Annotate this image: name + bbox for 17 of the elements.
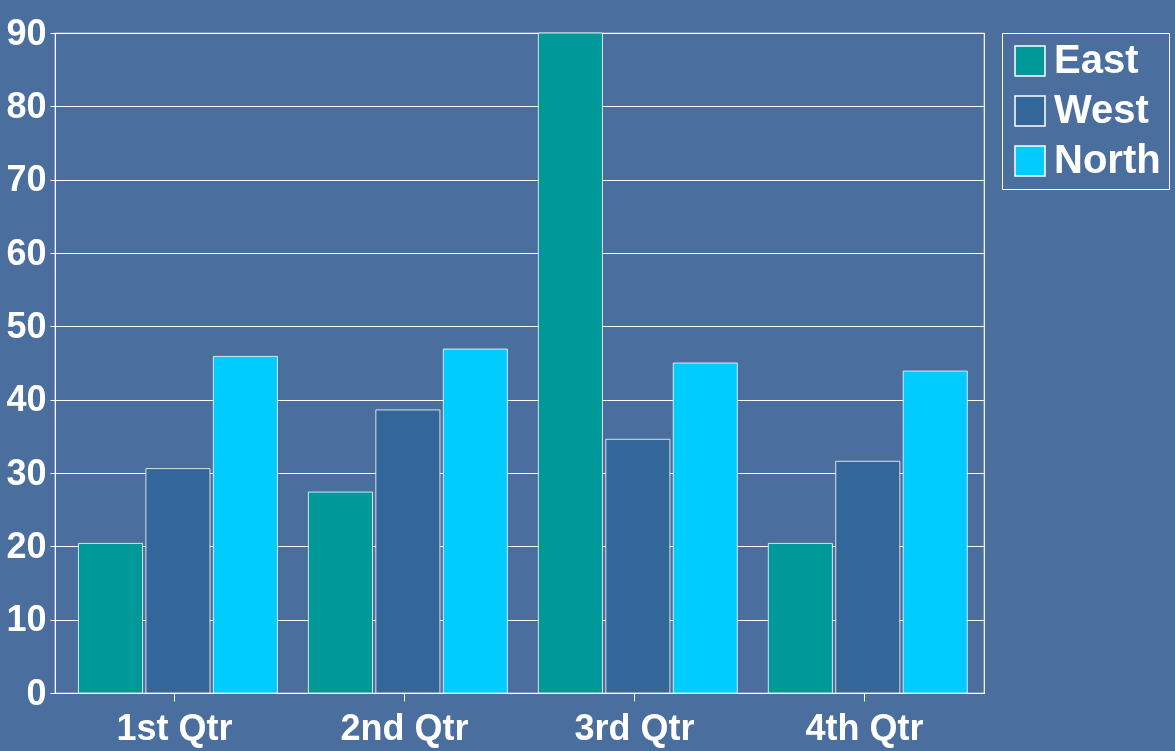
x-tick-label: 3rd Qtr bbox=[574, 706, 695, 748]
legend-label: West bbox=[1054, 87, 1149, 131]
y-tick-label: 40 bbox=[6, 378, 47, 420]
y-tick-label: 70 bbox=[6, 158, 47, 200]
legend-label: North bbox=[1054, 137, 1161, 181]
y-tick-label: 20 bbox=[6, 524, 47, 566]
y-tick-label: 10 bbox=[6, 598, 47, 640]
y-tick-label: 60 bbox=[6, 231, 47, 273]
y-tick-label: 80 bbox=[6, 84, 47, 126]
x-tick-label: 4th Qtr bbox=[805, 706, 924, 748]
y-tick-label: 50 bbox=[6, 304, 47, 346]
y-tick-label: 0 bbox=[26, 671, 47, 713]
x-tick-label: 2nd Qtr bbox=[340, 706, 469, 748]
y-tick-label: 30 bbox=[6, 451, 47, 493]
legend-label: East bbox=[1054, 37, 1139, 81]
x-tick-label: 1st Qtr bbox=[116, 706, 233, 748]
y-tick-label: 90 bbox=[6, 11, 47, 53]
